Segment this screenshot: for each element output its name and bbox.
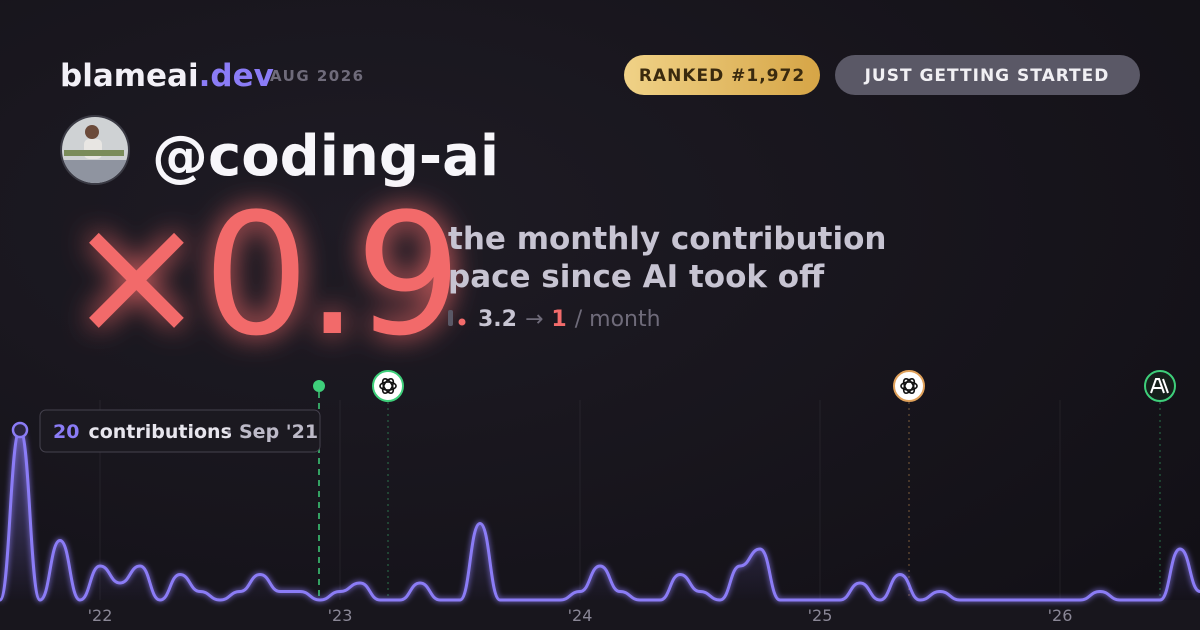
year-grid: '22 '23 '24 '25 '26: [88, 400, 1073, 625]
x-tick-label: '23: [328, 606, 353, 625]
avatar: [60, 115, 130, 185]
x-tick-label: '22: [88, 606, 113, 625]
pace-stats: 3.2 → 1 / month: [478, 307, 661, 332]
highlight-point: [11, 421, 29, 439]
event-icon: [372, 370, 404, 402]
handle: @coding-ai: [152, 124, 499, 189]
status-badge: [835, 55, 1140, 95]
brand-tld: .dev: [199, 58, 274, 94]
event-icon: [893, 370, 925, 402]
event-icon: [1144, 370, 1176, 402]
axis-band: [0, 600, 1200, 630]
before-icon: [448, 310, 453, 326]
event-dot: [313, 380, 325, 392]
period: AUG 2026: [270, 67, 365, 85]
after-icon: [458, 318, 466, 326]
multiplier: ×0.9: [66, 177, 458, 373]
unit: / month: [575, 307, 661, 332]
after-value: 1: [551, 307, 566, 332]
x-tick-label: '26: [1048, 606, 1073, 625]
brand: blameai.dev: [60, 58, 274, 94]
description-line-2: pace since AI took off: [448, 259, 825, 295]
x-tick-label: '24: [568, 606, 593, 625]
tooltip-label: contributions: [88, 421, 231, 443]
tooltip: 20 contributions Sep '21: [39, 409, 321, 453]
tooltip-text: 20 contributions: [53, 421, 232, 443]
tooltip-separator: [227, 430, 231, 434]
plot: [0, 421, 1200, 602]
tooltip-box: [39, 409, 321, 453]
status-badge-text: JUST GETTING STARTED: [864, 66, 1110, 86]
brand-name: blameai: [60, 58, 199, 94]
description-line-1: the monthly contribution: [448, 221, 886, 257]
before-value: 3.2: [478, 307, 517, 332]
rank-badge: [624, 55, 820, 95]
rank-badge-text: RANKED #1,972: [639, 66, 805, 86]
line: [0, 428, 1200, 602]
x-tick-label: '25: [808, 606, 833, 625]
tooltip-date: Sep '21: [239, 421, 318, 443]
tooltip-value: 20: [53, 421, 79, 443]
arrow: →: [525, 307, 543, 332]
event-markers: [313, 370, 1176, 600]
